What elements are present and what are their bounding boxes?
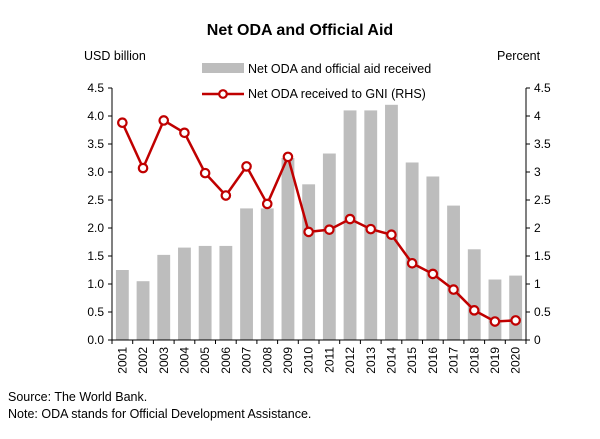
- x-tick-label: 2003: [157, 347, 171, 374]
- bar-2010: [302, 184, 316, 340]
- x-tick-label: 2015: [405, 347, 419, 374]
- bar-2012: [343, 110, 357, 341]
- left-tick-label: 0.5: [87, 305, 104, 319]
- gni-point-2015: [406, 257, 418, 269]
- x-tick-label: 2020: [509, 347, 523, 374]
- gni-point-2018: [468, 305, 480, 316]
- bar-2020: [509, 275, 523, 340]
- x-tick-label: 2012: [343, 347, 357, 374]
- footnote: Note: ODA stands for Official Developmen…: [8, 407, 312, 421]
- left-tick-label: 0.0: [87, 333, 104, 347]
- gni-point-2005: [199, 167, 211, 179]
- gni-point-2012: [344, 213, 356, 225]
- legend-line-label: Net ODA received to GNI (RHS): [248, 87, 426, 101]
- gni-point-2009: [282, 151, 294, 163]
- plot-area: 0.0 0 0.5 0.5 1.0 1 1.5 1.5 2.0 2 2.5 2.5 3.0 3 3.5 3.5…: [87, 81, 551, 374]
- gni-point-2019: [489, 316, 501, 327]
- legend-line-marker: [218, 89, 228, 99]
- bar-2006: [219, 245, 233, 340]
- left-tick-label: 3.5: [87, 137, 104, 151]
- bar-2014: [385, 104, 398, 340]
- x-tick-label: 2006: [219, 347, 233, 374]
- legend-bar-label: Net ODA and official aid received: [248, 62, 431, 76]
- gni-point-2008: [261, 198, 273, 210]
- gni-point-2001: [117, 117, 128, 129]
- x-tick-label: 2005: [198, 347, 212, 374]
- x-tick-label: 2007: [240, 347, 254, 374]
- left-tick-label: 3.0: [87, 165, 104, 179]
- chart-svg: Net ODA and Official Aid USD billion Per…: [84, 22, 551, 374]
- chart-title: Net ODA and Official Aid: [207, 22, 393, 39]
- x-tick-label: 2001: [115, 347, 129, 374]
- gni-point-2006: [220, 190, 232, 201]
- gni-point-2020: [510, 315, 521, 326]
- x-tick-label: 2016: [426, 347, 440, 374]
- bar-2015: [405, 162, 419, 340]
- gni-point-2013: [365, 223, 377, 235]
- left-tick-label: 1.5: [87, 249, 104, 263]
- right-tick-label: 2.5: [534, 193, 551, 207]
- bar-2007: [240, 208, 253, 340]
- x-tick-label: 2008: [260, 347, 274, 374]
- bar-2005: [198, 245, 212, 340]
- source-note: Source: The World Bank.: [8, 390, 148, 404]
- right-tick-label: 1.5: [534, 249, 551, 263]
- bar-2019: [488, 279, 502, 340]
- bar-2011: [322, 153, 336, 340]
- x-tick-label: 2004: [177, 347, 191, 374]
- x-tick-label: 2009: [281, 347, 295, 374]
- bar-2001: [115, 270, 129, 340]
- x-tick-label: 2018: [467, 347, 481, 374]
- left-tick-label: 2.5: [87, 193, 104, 207]
- x-tick-label: 2014: [384, 347, 398, 374]
- gni-point-2017: [448, 284, 459, 295]
- gni-point-2011: [324, 224, 335, 235]
- right-tick-label: 4.5: [534, 81, 551, 95]
- bar-2016: [426, 176, 440, 340]
- bar-2018: [467, 249, 481, 340]
- right-tick-label: 3.5: [534, 137, 551, 151]
- legend-bar-swatch: [202, 63, 244, 73]
- left-tick-label: 1.0: [87, 277, 104, 291]
- right-tick-label: 4: [534, 109, 541, 123]
- right-tick-label: 3: [534, 165, 541, 179]
- bar-2003: [157, 254, 171, 340]
- x-tick-label: 2010: [302, 347, 316, 374]
- bar-2009: [281, 158, 295, 340]
- gni-point-2014: [386, 229, 397, 241]
- left-tick-label: 4.0: [87, 109, 104, 123]
- gni-point-2004: [179, 127, 190, 139]
- x-tick-label: 2013: [364, 347, 378, 374]
- bar-2017: [447, 205, 460, 340]
- gni-point-2007: [241, 161, 252, 172]
- x-tick-label: 2002: [136, 347, 150, 374]
- bar-2002: [136, 281, 150, 340]
- x-tick-label: 2019: [488, 347, 502, 374]
- legend: Net ODA and official aid received Net OD…: [202, 62, 431, 101]
- left-tick-label: 4.5: [87, 81, 104, 95]
- gni-point-2016: [427, 268, 439, 280]
- right-tick-label: 1: [534, 277, 541, 291]
- gni-point-2002: [137, 162, 149, 174]
- bar-2004: [178, 247, 191, 340]
- right-tick-label: 2: [534, 221, 541, 235]
- gni-point-2010: [303, 226, 314, 238]
- right-tick-label: 0.5: [534, 305, 551, 319]
- left-tick-label: 2.0: [87, 221, 104, 235]
- right-axis-label: Percent: [497, 49, 541, 63]
- right-tick-label: 0: [534, 333, 541, 347]
- left-axis-label: USD billion: [84, 49, 146, 63]
- bar-2008: [260, 208, 274, 340]
- gni-point-2003: [158, 115, 170, 126]
- x-tick-label: 2017: [447, 347, 461, 374]
- x-tick-label: 2011: [322, 347, 336, 373]
